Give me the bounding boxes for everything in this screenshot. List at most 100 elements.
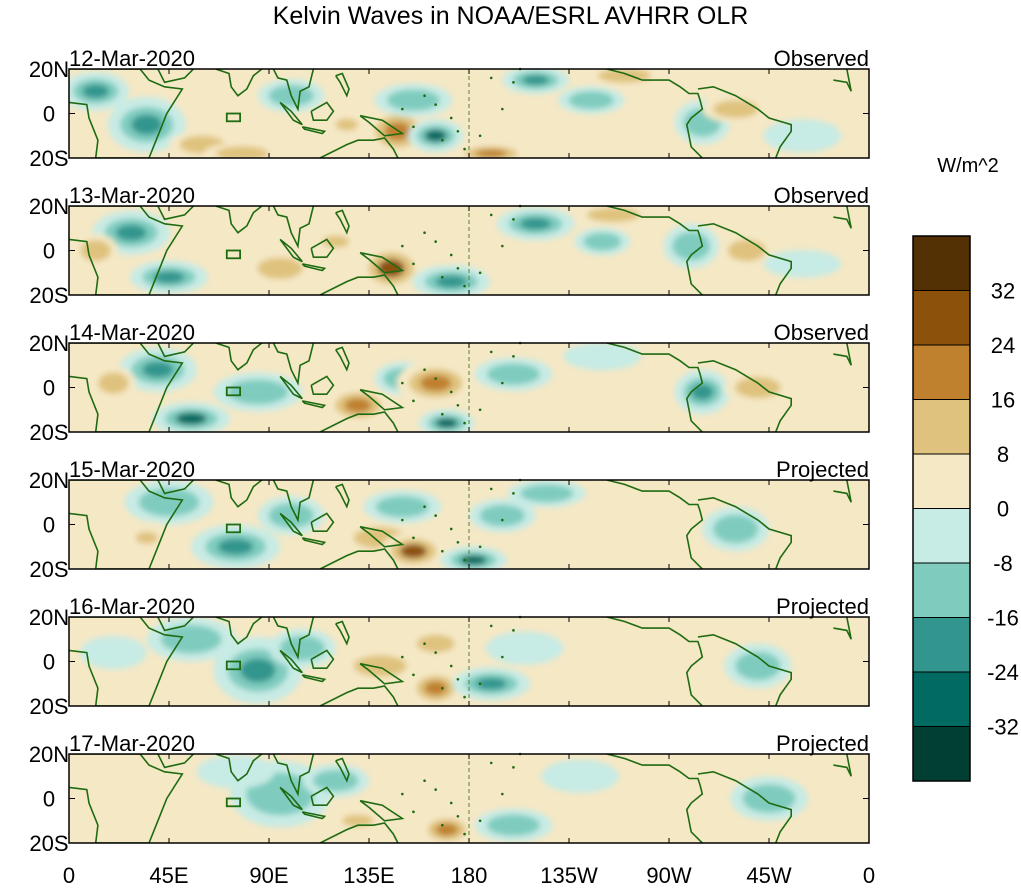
anomaly-core [266,262,294,275]
anomaly-core [633,500,661,513]
island-dot [478,134,482,138]
y-tick-label: 20S [29,694,68,719]
coastline [215,754,264,782]
island-dot [463,147,466,151]
panel-status: Observed [774,46,869,71]
colorbar-units: W/m^2 [937,155,999,177]
anomaly-core [424,681,447,696]
coastline [335,72,350,98]
coastline [215,206,264,234]
island-dot [412,125,415,129]
anomaly-core [377,259,405,278]
island-dot [489,624,493,628]
x-tick-label: 90W [646,863,691,888]
coastline [833,69,852,92]
island-dot [441,138,444,142]
island-dot [412,536,415,540]
panel-status: Projected [776,457,869,482]
panel-date: 12-Mar-2020 [69,46,195,71]
island-dot [412,399,415,403]
coastline [833,206,852,229]
panel-status: Projected [776,594,869,619]
anomaly-core [220,765,252,778]
colorbar-tick-label: 16 [991,388,1015,413]
y-tick-label: 20N [29,468,69,493]
colorbar: -32 -24 -16 -8 0 8 16 24 32 W/m^2 [912,155,1019,782]
coastline [69,480,184,569]
y-tick-label: 0 [43,239,55,264]
anomaly-core [435,418,458,429]
y-tick-label: 0 [43,376,55,401]
island-dot [434,103,437,106]
coastline [301,400,327,409]
colorbar-box [912,562,971,618]
coastline [279,238,303,263]
coastline [697,770,792,843]
coastline [301,263,327,272]
anomaly-core [460,555,487,566]
island-dot [456,267,460,270]
island-dot [401,381,404,385]
anomaly-core [189,139,216,150]
island-dot [512,81,515,84]
map-panel: 20N 0 20S 13-Mar-2020 Observed [29,183,870,308]
coastline [69,754,184,843]
island-dot [501,792,504,796]
island-dot [478,271,482,275]
island-dot [512,355,515,358]
anomaly-core [424,129,447,142]
panel-date: 13-Mar-2020 [69,183,195,208]
coastline [279,375,303,400]
x-tick-label: 0 [63,863,75,888]
coastline [697,222,792,295]
anomaly-core [722,520,750,537]
map-panel: 20N 0 20S 12-Mar-2020 Observed [29,46,870,171]
anomaly-core [811,363,838,376]
anomaly-core [142,361,174,378]
coastline [335,209,350,235]
colorbar-box [912,453,971,509]
map-panel: 20N 0 20S 16-Mar-2020 Projected [29,594,870,719]
y-tick-label: 0 [43,650,55,675]
coastline [359,525,405,548]
island-dot [463,832,466,836]
panel-status: Observed [774,320,869,345]
anomaly-core [744,657,772,674]
island-dot [456,541,460,544]
island-dot [501,381,504,385]
coastline [335,757,350,783]
anomaly-core [344,398,372,413]
anomaly-core [420,375,452,392]
coastline [833,343,852,366]
anomaly-core [100,646,127,659]
coastline [606,206,704,295]
anomaly-core [735,244,758,257]
island-dot [441,549,444,553]
coastline [606,69,704,158]
island-dot [512,218,515,221]
coastline [272,754,315,797]
island-dot [401,518,404,522]
anomaly-core [475,677,507,690]
coastline [319,411,399,432]
y-tick-label: 20N [29,331,69,356]
anomaly-core [120,801,152,814]
coastline [833,480,852,503]
anomaly-core [397,94,430,107]
panel-date: 15-Mar-2020 [69,457,195,482]
coastline [335,620,350,646]
anomaly-core [364,659,396,672]
x-tick-label: 45W [746,863,791,888]
anomaly-core [135,531,158,544]
coastline [606,617,704,706]
anomaly-core [497,819,529,832]
coastline [215,480,264,508]
anomaly-core [173,631,210,648]
coastline [310,512,335,532]
anomaly-core [489,509,516,522]
coastline [335,483,350,509]
anomaly-core [509,642,541,655]
island-dot [423,368,426,372]
coastline [157,206,195,221]
